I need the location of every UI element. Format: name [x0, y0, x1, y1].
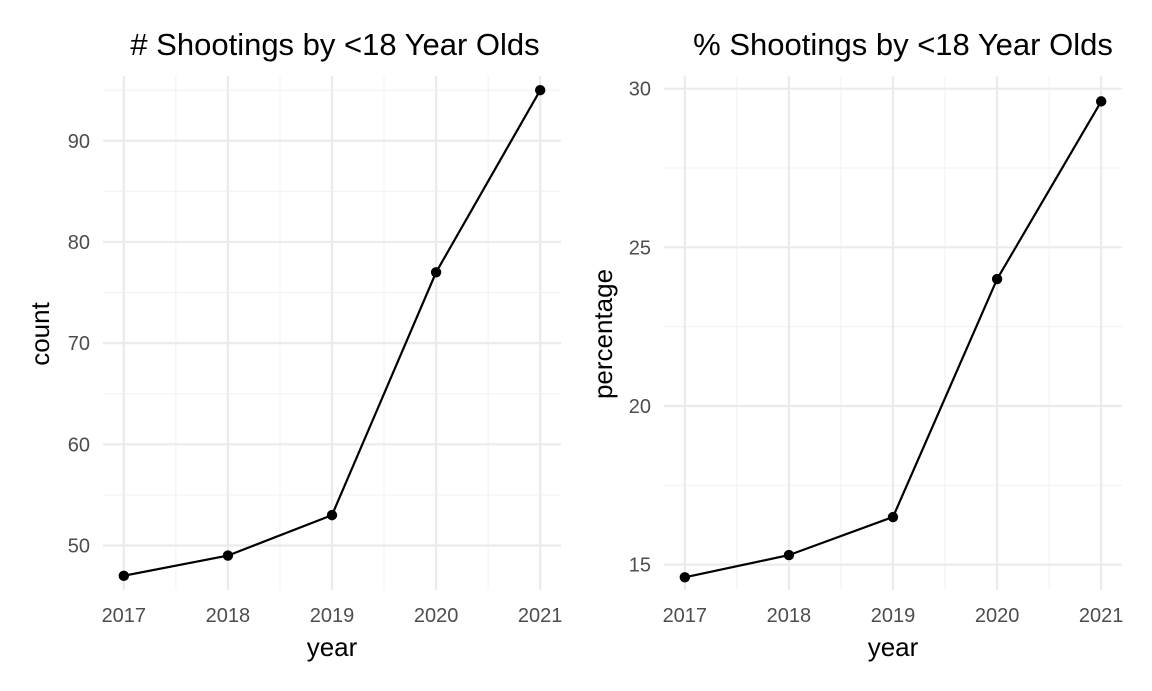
percentage-gridlines	[664, 76, 1122, 590]
count-y-tick-label: 70	[68, 333, 90, 355]
percentage-chart-title: % Shootings by <18 Year Olds	[693, 27, 1113, 62]
percentage-x-tick-label: 2021	[1079, 605, 1124, 627]
count-y-tick-label: 90	[68, 131, 90, 153]
count-gridlines	[103, 76, 561, 590]
count-y-axis-title: count	[25, 301, 55, 365]
percentage-x-axis-title: year	[868, 632, 919, 662]
count-data-point	[118, 570, 130, 582]
percentage-x-tick-label: 2020	[975, 605, 1020, 627]
percentage-y-tick-label: 30	[629, 79, 651, 101]
percentage-y-tick-label: 15	[629, 555, 651, 577]
count-x-axis-title: year	[307, 632, 358, 662]
percentage-data-point	[1095, 96, 1107, 107]
percentage-y-tick-label: 20	[629, 396, 651, 418]
count-panel: # Shootings by <18 Year Olds year count …	[25, 27, 562, 662]
count-data-point	[326, 509, 338, 521]
percentage-panel: % Shootings by <18 Year Olds year percen…	[588, 27, 1123, 662]
percentage-x-tick-label: 2018	[767, 605, 812, 627]
count-data-point	[430, 267, 442, 278]
percentage-y-axis-title: percentage	[588, 269, 618, 399]
count-x-tick-label: 2017	[102, 605, 147, 627]
count-y-tick-label: 50	[68, 535, 90, 557]
percentage-data-point	[991, 273, 1003, 285]
count-x-tick-label: 2020	[414, 605, 459, 627]
count-x-tick-label: 2018	[206, 605, 251, 627]
percentage-x-tick-label: 2019	[871, 605, 916, 627]
count-x-tick-label: 2019	[310, 605, 355, 627]
count-y-tick-label: 60	[68, 434, 90, 456]
percentage-data-point	[679, 572, 691, 583]
count-chart-title: # Shootings by <18 Year Olds	[130, 27, 539, 62]
percentage-x-tick-label: 2017	[663, 605, 708, 627]
count-x-tick-label: 2021	[518, 605, 563, 627]
percentage-data-point	[887, 511, 899, 523]
count-data-point	[534, 84, 546, 96]
percentage-data-point	[783, 549, 795, 561]
percentage-y-tick-label: 25	[629, 237, 651, 259]
count-y-tick-label: 80	[68, 232, 90, 254]
count-data-point	[222, 550, 234, 561]
